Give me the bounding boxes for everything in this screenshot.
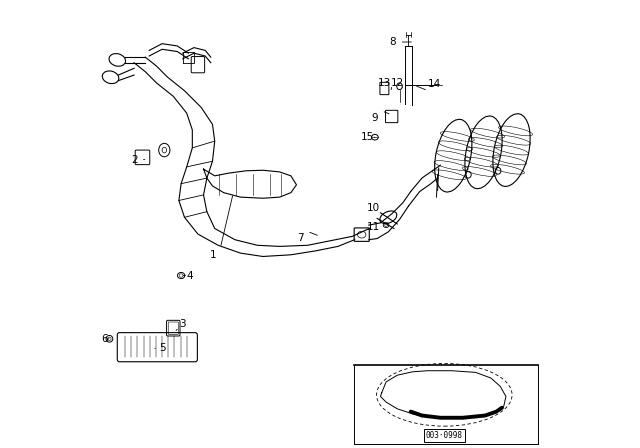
Text: 003·0998: 003·0998 [426,431,463,440]
Text: 3: 3 [179,319,186,329]
Text: 8: 8 [390,37,396,47]
Text: 12: 12 [390,78,404,88]
Text: 14: 14 [428,79,442,89]
Text: 1: 1 [211,250,217,260]
Text: 10: 10 [367,203,380,213]
Text: 4: 4 [187,271,193,280]
Text: 9: 9 [372,112,378,123]
Text: 13: 13 [378,78,391,88]
Text: 7: 7 [297,233,304,243]
Text: 15: 15 [361,132,374,142]
Text: 5: 5 [159,343,165,353]
Text: 6: 6 [102,334,108,344]
Text: 11: 11 [367,222,380,232]
Text: 2: 2 [131,155,138,164]
